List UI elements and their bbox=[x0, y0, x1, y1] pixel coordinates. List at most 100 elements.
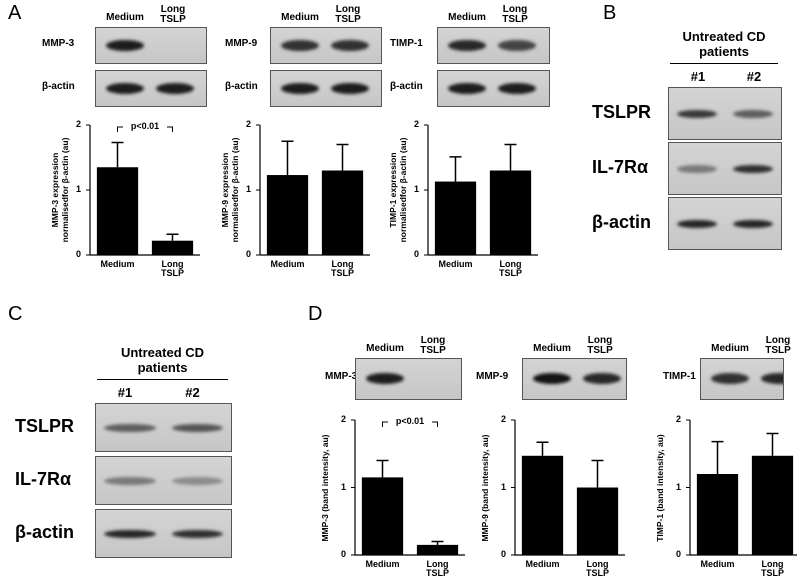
y-axis-label: MMP-3 (band intensity, au) bbox=[320, 433, 330, 542]
x-tick-label: Medium bbox=[365, 559, 400, 569]
band bbox=[171, 529, 223, 538]
error-bar bbox=[591, 459, 604, 488]
x-tick-label: Medium bbox=[700, 559, 735, 569]
y-tick-label: 2 bbox=[76, 119, 82, 129]
lane-label: #2 bbox=[185, 385, 200, 400]
x-tick-label: Long TSLP bbox=[425, 559, 449, 578]
band bbox=[448, 39, 486, 51]
x-tick-label: Medium bbox=[270, 259, 305, 269]
band bbox=[711, 373, 749, 384]
blot bbox=[668, 142, 782, 195]
error-bar bbox=[431, 540, 444, 545]
chart bbox=[424, 124, 538, 256]
band bbox=[533, 373, 571, 384]
lane-label: Medium bbox=[533, 343, 571, 354]
error-bar bbox=[449, 156, 462, 182]
band bbox=[104, 529, 156, 538]
band bbox=[677, 164, 717, 173]
y-tick-label: 2 bbox=[676, 414, 682, 424]
y-tick-label: 0 bbox=[246, 249, 252, 259]
lane-label: #1 bbox=[690, 69, 706, 84]
lane-label: Medium bbox=[448, 12, 486, 23]
chart bbox=[256, 124, 370, 256]
y-tick-label: 0 bbox=[76, 249, 82, 259]
band bbox=[281, 39, 319, 51]
x-tick-label: Long TSLP bbox=[160, 259, 184, 278]
target-label: IL-7Rα bbox=[592, 156, 649, 177]
y-tick-label: 0 bbox=[501, 549, 507, 559]
bar bbox=[696, 474, 739, 555]
blot bbox=[668, 197, 782, 250]
y-axis-label: TIMP-1 expression normalisedfor β-actin … bbox=[388, 137, 408, 243]
band bbox=[677, 219, 717, 228]
bar bbox=[151, 240, 194, 255]
error-bar bbox=[166, 233, 179, 241]
y-tick-label: 1 bbox=[676, 481, 682, 492]
x-tick-label: Medium bbox=[100, 259, 135, 269]
y-tick-label: 1 bbox=[76, 184, 82, 194]
target-label: TSLPR bbox=[592, 101, 652, 122]
lane-label: #2 bbox=[746, 69, 762, 84]
target-label: MMP-9 bbox=[476, 371, 509, 382]
lane-label: Medium bbox=[281, 12, 319, 23]
lane-label: Long TSLP bbox=[160, 4, 186, 25]
target-label: β-actin bbox=[225, 80, 258, 92]
y-tick-label: 1 bbox=[341, 481, 347, 492]
y-tick-label: 2 bbox=[246, 119, 252, 129]
target-label: β-actin bbox=[42, 80, 75, 92]
y-tick-label: 1 bbox=[246, 184, 252, 194]
band bbox=[331, 82, 369, 94]
error-bar bbox=[504, 143, 517, 171]
target-label: TIMP-1 bbox=[390, 37, 423, 49]
error-bar bbox=[376, 459, 389, 478]
blot bbox=[355, 358, 462, 400]
error-bar bbox=[766, 432, 779, 456]
underline bbox=[97, 379, 228, 380]
blot bbox=[522, 358, 627, 400]
band bbox=[331, 39, 369, 51]
lane-label: Medium bbox=[366, 343, 404, 354]
target-label: β-actin bbox=[592, 211, 651, 232]
blot bbox=[700, 358, 784, 400]
bar bbox=[416, 544, 459, 555]
lane-label: Long TSLP bbox=[587, 335, 613, 356]
y-axis-label: TIMP-1 (band intensity, au) bbox=[655, 433, 665, 542]
lane-label: Long TSLP bbox=[765, 335, 791, 356]
error-bar bbox=[536, 441, 549, 456]
y-tick-label: 0 bbox=[676, 549, 682, 559]
y-tick-label: 1 bbox=[501, 481, 507, 492]
x-tick-label: Long TSLP bbox=[330, 259, 354, 278]
annotation: p<0.01 bbox=[123, 121, 167, 131]
bar bbox=[321, 170, 364, 255]
lane-label: #1 bbox=[117, 385, 133, 400]
band bbox=[156, 82, 194, 94]
target-label: MMP-9 bbox=[225, 37, 258, 49]
band bbox=[733, 219, 773, 228]
bar bbox=[434, 181, 477, 255]
chart bbox=[86, 124, 200, 256]
blot bbox=[437, 70, 550, 107]
group-label: Untreated CD patients bbox=[682, 29, 766, 59]
x-tick-label: Medium bbox=[525, 559, 560, 569]
lane-label: Long TSLP bbox=[335, 4, 361, 25]
blot bbox=[270, 70, 382, 107]
band bbox=[104, 476, 156, 485]
y-tick-label: 0 bbox=[414, 249, 420, 259]
target-label: β-actin bbox=[390, 80, 423, 92]
error-bar bbox=[111, 141, 124, 168]
y-tick-label: 2 bbox=[341, 414, 347, 424]
y-tick-label: 0 bbox=[341, 549, 347, 559]
lane-label: Long TSLP bbox=[502, 4, 528, 25]
target-label: β-actin bbox=[15, 521, 74, 542]
x-tick-label: Long TSLP bbox=[585, 559, 609, 578]
group-label: Untreated CD patients bbox=[120, 345, 205, 375]
annotation: p<0.01 bbox=[388, 416, 432, 426]
band bbox=[106, 82, 144, 94]
x-tick-label: Medium bbox=[438, 259, 473, 269]
bar bbox=[576, 487, 619, 555]
band bbox=[498, 39, 536, 51]
band bbox=[281, 82, 319, 94]
lane-label: Medium bbox=[106, 12, 144, 23]
y-axis-label: MMP-9 (band intensity, au) bbox=[480, 433, 490, 542]
